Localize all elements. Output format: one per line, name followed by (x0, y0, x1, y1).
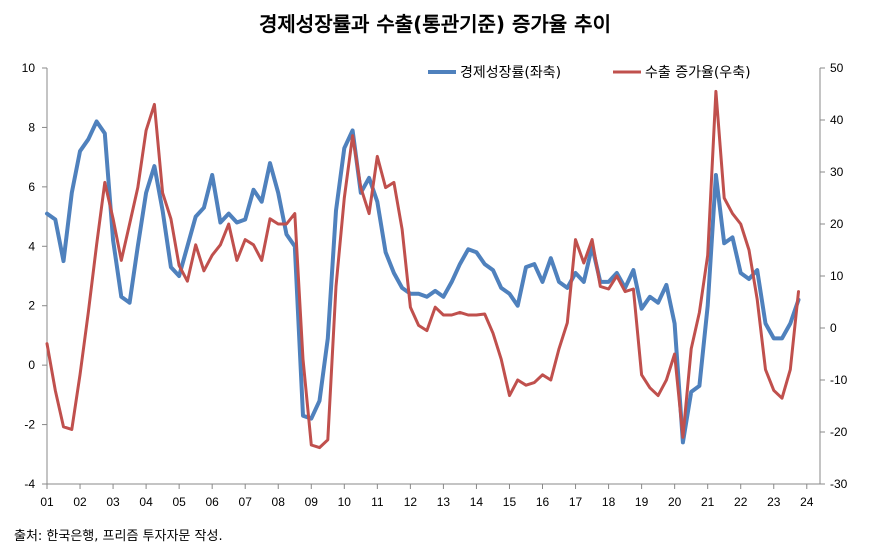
x-tick-label: 19 (635, 495, 649, 509)
x-tick-label: 02 (73, 495, 87, 509)
right-tick-label: 0 (830, 321, 837, 335)
source-note: 출처: 한국은행, 프리즘 투자자문 작성. (14, 529, 223, 544)
legend-label: 경제성장률(좌축) (460, 65, 561, 81)
x-tick-label: 16 (536, 495, 550, 509)
left-tick-label: 4 (28, 239, 35, 253)
left-tick-label: -2 (24, 418, 35, 432)
series-line-export (45, 89, 800, 450)
series-line-growth (45, 119, 801, 445)
x-tick-label: 24 (800, 495, 814, 509)
legend-label: 수출 증가율(우축) (645, 65, 751, 81)
x-tick-label: 22 (734, 495, 748, 509)
x-tick-label: 21 (701, 495, 715, 509)
left-tick-label: 10 (22, 61, 36, 75)
x-tick-label: 15 (503, 495, 517, 509)
left-tick-label: 6 (28, 180, 35, 194)
x-tick-label: 20 (668, 495, 682, 509)
left-tick-label: 0 (28, 358, 35, 372)
x-tick-label: 13 (437, 495, 451, 509)
left-tick-label: -4 (24, 477, 35, 491)
x-tick-label: 03 (106, 495, 120, 509)
x-tick-label: 06 (205, 495, 219, 509)
x-tick-label: 12 (404, 495, 418, 509)
right-tick-label: 30 (830, 165, 844, 179)
x-tick-label: 23 (767, 495, 781, 509)
left-tick-label: 2 (28, 299, 35, 313)
x-tick-label: 10 (338, 495, 352, 509)
right-tick-label: -30 (830, 477, 848, 491)
x-tick-label: 09 (305, 495, 319, 509)
x-tick-label: 11 (371, 495, 384, 509)
x-tick-label: 04 (139, 495, 153, 509)
series-layer (45, 89, 801, 450)
x-tick-label: 14 (470, 495, 484, 509)
left-tick-label: 8 (28, 120, 35, 134)
chart-title: 경제성장률과 수출(통관기준) 증가율 추이 (259, 12, 611, 36)
x-tick-label: 18 (602, 495, 616, 509)
x-tick-label: 05 (172, 495, 186, 509)
right-tick-label: -20 (830, 425, 848, 439)
right-tick-label: -10 (830, 373, 848, 387)
right-tick-label: 40 (830, 113, 844, 127)
right-tick-label: 20 (830, 217, 844, 231)
x-tick-label: 08 (272, 495, 286, 509)
right-tick-label: 10 (830, 269, 844, 283)
x-tick-label: 07 (239, 495, 253, 509)
legend: 경제성장률(좌축) 수출 증가율(우축) (428, 65, 751, 81)
right-tick-label: 50 (830, 61, 844, 75)
x-tick-label: 17 (569, 495, 583, 509)
x-tick-label: 01 (40, 495, 54, 509)
